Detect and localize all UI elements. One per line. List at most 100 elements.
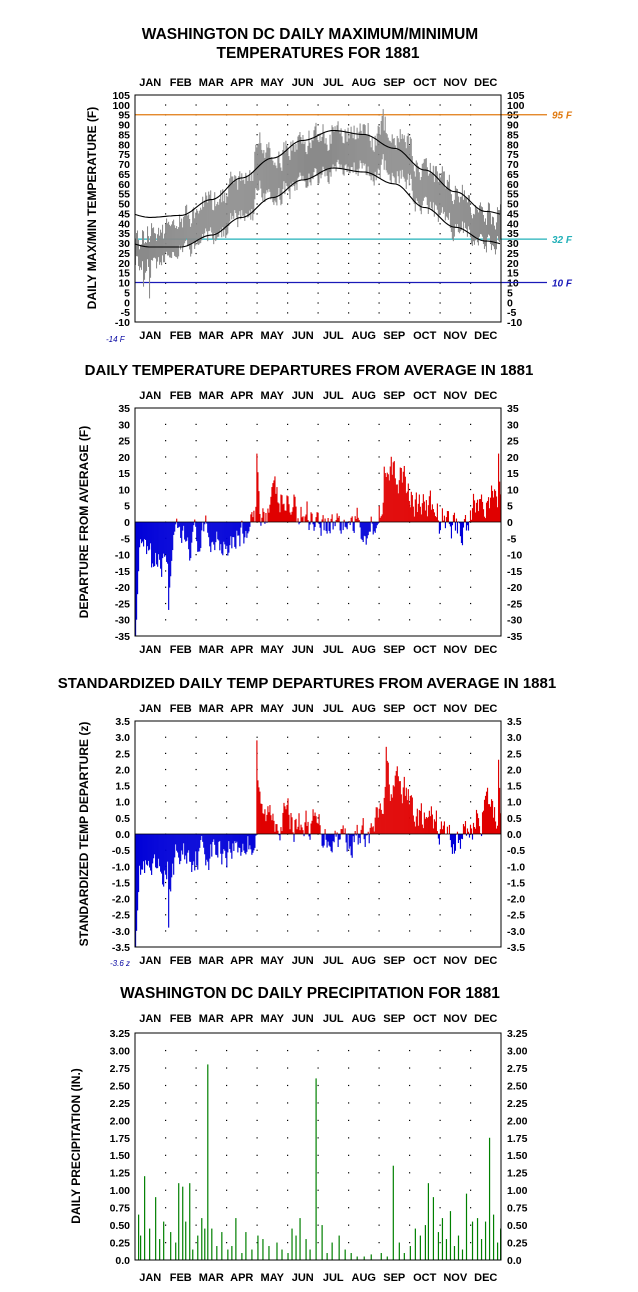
y-tick-right: 1.75 [507, 1133, 528, 1145]
grid-dot [439, 817, 441, 819]
negative-bar [331, 834, 333, 853]
grid-dot [226, 252, 228, 255]
grid-dot [439, 619, 441, 621]
grid-dot [439, 586, 441, 588]
positive-bar [266, 814, 268, 834]
grid-dot [287, 456, 289, 458]
grid-dot [226, 134, 228, 136]
positive-bar [497, 759, 500, 834]
negative-bar [182, 522, 184, 531]
negative-bar [308, 522, 310, 531]
grid-dot [378, 312, 380, 314]
grid-dot [439, 144, 441, 146]
positive-bar [330, 518, 332, 522]
grid-dot [226, 262, 228, 264]
positive-bar [316, 822, 318, 834]
precip-bar [471, 1221, 474, 1260]
grid-dot [439, 262, 441, 264]
positive-bar [489, 806, 492, 834]
positive-bar [290, 813, 292, 834]
grid-dot [470, 865, 472, 867]
negative-bar [153, 834, 155, 859]
positive-bar [492, 497, 495, 522]
negative-bar [325, 834, 327, 840]
positive-bar [415, 816, 417, 834]
grid-dot [195, 1189, 197, 1191]
precip-bar [427, 1183, 429, 1260]
top-month-jun: JUN [292, 77, 314, 89]
plot-frame [134, 1032, 502, 1261]
grid-dot [470, 801, 472, 803]
negative-bar [158, 522, 160, 555]
grid-dot [348, 440, 350, 442]
grid-dot [165, 1224, 167, 1226]
negative-bar [264, 522, 266, 524]
positive-bar [408, 804, 410, 834]
negative-bar [339, 834, 341, 840]
precip-bar [409, 1246, 411, 1260]
negative-bar [321, 834, 323, 846]
grid-dot [470, 1172, 472, 1174]
positive-bar [388, 784, 390, 834]
positive-bar [494, 821, 497, 834]
negative-bar [228, 522, 230, 553]
precip-bar [356, 1256, 358, 1260]
grid-dot [165, 262, 167, 264]
positive-bar [296, 829, 298, 834]
grid-dot [439, 1067, 441, 1069]
precip-bar [305, 1239, 307, 1260]
negative-bar [374, 522, 376, 533]
grid-dot [165, 602, 167, 605]
grid-dot [287, 914, 289, 916]
y-tick-right: 2.00 [507, 1115, 528, 1127]
grid-dot [165, 914, 167, 916]
grid-dot [226, 456, 228, 458]
extreme-low-label: -3.6 z [110, 959, 130, 968]
positive-bar [341, 829, 343, 834]
positive-bar [469, 824, 472, 834]
departure-bars [135, 740, 502, 947]
grid-dot [287, 124, 289, 126]
grid-dot [439, 302, 441, 304]
grid-dot [226, 153, 228, 156]
grid-dot [226, 1137, 228, 1139]
grid-dot [287, 134, 289, 136]
grid-dot [195, 865, 197, 867]
positive-bar [356, 507, 358, 522]
grid-dot [256, 252, 258, 255]
top-month-dec: DEC [474, 1013, 497, 1025]
negative-bar [239, 834, 241, 848]
positive-bar [277, 830, 279, 834]
negative-bar [339, 522, 341, 531]
negative-bar [167, 834, 169, 862]
negative-bar [450, 522, 453, 539]
grid-dot [256, 104, 258, 106]
grid-dot [317, 1172, 319, 1174]
negative-bar [170, 834, 172, 892]
y-tick-right: -30 [507, 615, 522, 627]
y-tick-left: 15 [118, 268, 130, 280]
precip-bar [380, 1253, 382, 1260]
grid-dot [317, 183, 319, 185]
positive-bar [488, 804, 491, 834]
grid-dot [287, 233, 289, 235]
grid-dot [378, 752, 380, 754]
grid-dot [165, 173, 167, 175]
positive-bar [418, 810, 420, 834]
positive-bar [380, 516, 382, 522]
precip-bar [363, 1256, 365, 1260]
negative-bar [349, 834, 351, 847]
positive-bar [378, 808, 380, 834]
negative-bar [148, 834, 150, 861]
grid-dot [409, 768, 411, 771]
positive-bar [356, 824, 358, 834]
positive-bar [268, 812, 270, 834]
positive-bar [263, 511, 265, 522]
negative-bar [244, 522, 246, 538]
y-tick-left: 10 [118, 278, 130, 290]
grid-dot [378, 1224, 380, 1226]
negative-bar [358, 834, 360, 838]
grid-dot [348, 1084, 350, 1087]
grid-dot [195, 881, 197, 884]
y-tick-right: 75 [507, 149, 519, 161]
